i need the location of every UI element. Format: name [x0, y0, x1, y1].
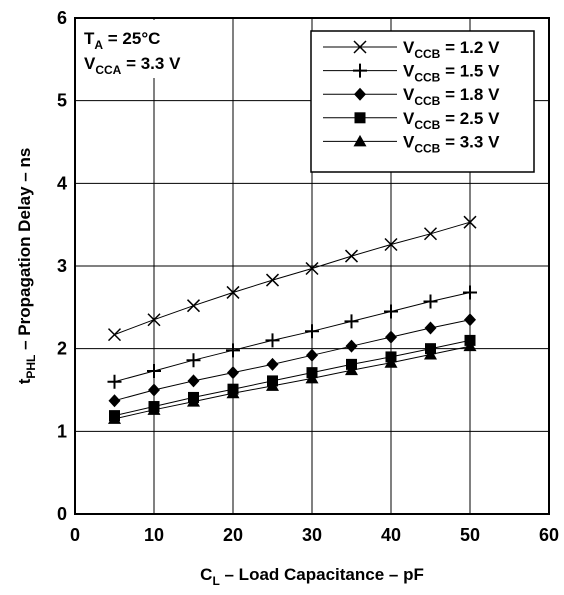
- legend-label: VCCB = 1.2 V: [403, 38, 500, 61]
- legend-marker-square: [354, 112, 366, 124]
- data-point-x: [147, 313, 161, 327]
- x-tick-label: 0: [70, 525, 80, 545]
- data-point-triangle: [384, 356, 398, 368]
- legend-entry: VCCB = 2.5 V: [323, 109, 500, 132]
- data-point-triangle: [266, 379, 279, 391]
- y-tick-label: 1: [57, 421, 67, 441]
- x-tick-label: 30: [302, 525, 322, 545]
- temperature-annotation: TA = 25°C: [84, 29, 160, 52]
- data-point-triangle: [305, 371, 319, 384]
- data-point-x: [226, 285, 240, 299]
- data-point-x: [265, 273, 280, 287]
- series-line: [114, 319, 471, 402]
- data-point-plus: [107, 374, 122, 389]
- data-point-plus: [384, 304, 398, 319]
- y-tick-label: 2: [57, 339, 67, 359]
- data-point-x: [305, 261, 319, 276]
- data-point-diamond: [108, 394, 121, 408]
- data-point-plus: [463, 285, 477, 300]
- y-tick-labels: 0 1 2 3 4 5 6: [57, 8, 67, 524]
- data-point-x: [186, 299, 201, 313]
- data-point-x: [384, 237, 398, 252]
- legend-box: [310, 30, 535, 173]
- data-point-triangle: [108, 412, 121, 424]
- y-tick-label: 6: [57, 8, 67, 28]
- x-tick-label: 20: [223, 525, 243, 545]
- x-tick-label: 40: [381, 525, 401, 545]
- x-tick-label: 60: [539, 525, 559, 545]
- data-point-triangle: [187, 395, 200, 407]
- legend-marker-x: [353, 40, 367, 54]
- legend-marker-plus: [353, 63, 367, 78]
- x-tick-labels: 0 10 20 30 40 50 60: [70, 525, 559, 545]
- data-point-diamond: [187, 374, 200, 388]
- data-point-x: [107, 328, 122, 342]
- data-point-triangle: [147, 403, 161, 415]
- data-point-diamond: [385, 330, 397, 344]
- legend-entry: VCCB = 1.2 V: [323, 38, 500, 61]
- legend-entry: VCCB = 1.8 V: [323, 85, 500, 108]
- y-tick-label: 5: [57, 91, 67, 111]
- y-tick-label: 0: [57, 504, 67, 524]
- data-point-x: [423, 227, 438, 241]
- data-point-plus: [423, 294, 438, 309]
- series-line: [114, 339, 471, 417]
- series-x: [107, 215, 477, 342]
- data-series: [107, 215, 477, 424]
- data-point-triangle: [226, 386, 240, 399]
- data-point-plus: [147, 363, 161, 378]
- data-point-triangle: [424, 347, 437, 360]
- data-point-plus: [344, 314, 359, 329]
- legend-label: VCCB = 2.5 V: [403, 109, 500, 132]
- series-line: [114, 345, 471, 420]
- legend-marker-diamond: [354, 87, 366, 101]
- series-line: [114, 221, 471, 336]
- data-point-plus: [186, 353, 201, 368]
- series-line: [114, 292, 471, 383]
- legend-label: VCCB = 1.8 V: [403, 85, 500, 108]
- data-point-triangle: [463, 339, 477, 352]
- data-point-diamond: [266, 357, 279, 371]
- y-tick-label: 3: [57, 256, 67, 276]
- data-point-diamond: [306, 348, 318, 362]
- data-point-plus: [226, 343, 240, 358]
- data-point-diamond: [345, 339, 358, 353]
- data-point-x: [463, 215, 477, 229]
- legend-entry: VCCB = 3.3 V: [323, 132, 500, 155]
- data-point-plus: [265, 333, 280, 348]
- x-axis-label: CL – Load Capacitance – pF: [200, 565, 424, 588]
- legend-entry: VCCB = 1.5 V: [323, 62, 500, 85]
- vcca-annotation: VCCA = 3.3 V: [84, 54, 181, 77]
- conditions-annotation: TA = 25°C VCCA = 3.3 V: [77, 20, 227, 78]
- data-point-triangle: [345, 363, 358, 376]
- y-axis-label: tPHL – Propagation Delay – ns: [15, 148, 38, 385]
- annotation-background: [77, 20, 227, 78]
- x-tick-label: 10: [144, 525, 164, 545]
- data-point-plus: [305, 324, 319, 339]
- y-tick-label: 4: [57, 173, 67, 193]
- plot-frame: [74, 17, 550, 515]
- legend-label: VCCB = 3.3 V: [403, 132, 500, 155]
- legend-label: VCCB = 1.5 V: [403, 62, 500, 85]
- data-point-diamond: [227, 366, 239, 380]
- legend-marker-triangle: [353, 134, 367, 147]
- series-diamond: [108, 313, 476, 408]
- data-point-diamond: [464, 313, 476, 327]
- data-point-diamond: [424, 321, 437, 335]
- data-point-diamond: [148, 383, 160, 397]
- series-plus: [107, 285, 477, 389]
- data-point-x: [344, 249, 359, 263]
- x-tick-label: 50: [460, 525, 480, 545]
- series-triangle: [108, 339, 477, 424]
